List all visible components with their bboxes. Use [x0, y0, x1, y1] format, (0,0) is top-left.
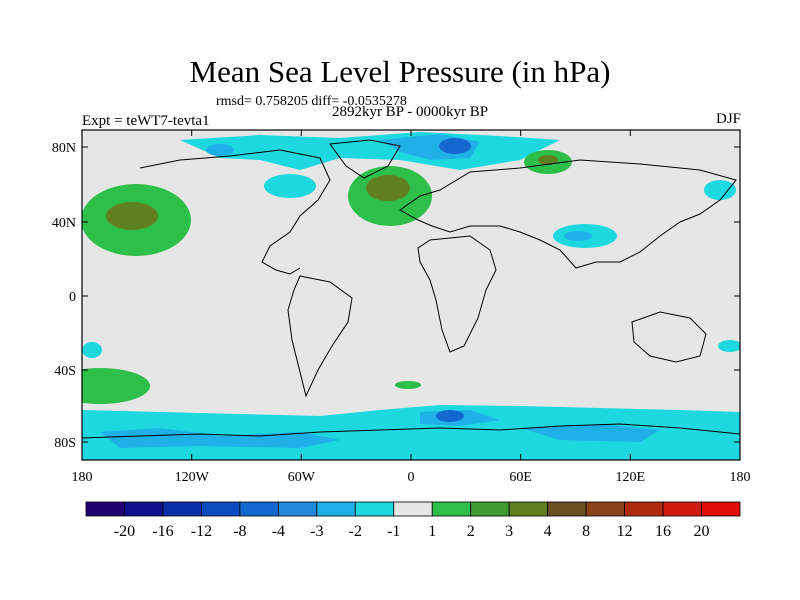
colorbar-swatch [508, 501, 549, 517]
arctic-strong-anomaly-2 [206, 144, 234, 156]
colorbar-label: -2 [349, 523, 362, 540]
colorbar-label: 20 [694, 523, 710, 540]
colorbar-swatch [124, 501, 164, 517]
southern-ocean-deep-anomaly [100, 428, 340, 448]
asia-deep-anomaly [564, 231, 592, 241]
map-title: Mean Sea Level Pressure (in hPa) [189, 54, 611, 89]
colorbar-swatch [85, 501, 125, 517]
colorbar-label: -12 [191, 523, 212, 540]
colorbar-label: 4 [544, 523, 552, 540]
map-plot-area [82, 130, 740, 460]
colorbar-label: -3 [310, 523, 323, 540]
lon-label-180e: 180 [730, 470, 751, 485]
experiment-label: Expt = teWT7-tevta1 [82, 113, 210, 129]
longitude-axis: 180 120W 60W 0 60E 120E 180 [72, 130, 751, 485]
colorbar-swatch [162, 501, 202, 517]
east-asia-small-anomaly [704, 180, 736, 200]
north-pacific-strong-anomaly [106, 202, 158, 230]
colorbar-label: -8 [233, 523, 246, 540]
colorbar-label: 8 [582, 523, 590, 540]
lon-label-120e: 120E [616, 470, 646, 485]
southern-ocean-strong-anomaly [436, 410, 464, 422]
colorbar-swatch [354, 501, 395, 517]
colorbar-swatch [393, 501, 433, 517]
south-atlantic-small-anomaly [395, 381, 421, 389]
lon-label-120w: 120W [175, 470, 210, 485]
time-period: 2892kyr BP - 0000kyr BP [331, 104, 489, 120]
lon-label-60e: 60E [509, 470, 532, 485]
eurasia-coast [399, 159, 737, 269]
lat-label-40n: 40N [52, 216, 76, 231]
arctic-strong-anomaly [439, 138, 471, 154]
north-america-coast [139, 149, 331, 275]
colorbar-swatch [585, 501, 625, 517]
southern-ocean-deep-anomaly-3 [520, 424, 660, 442]
coastlines [82, 139, 740, 439]
colorbar-label: -4 [272, 523, 285, 540]
colorbar-swatch [239, 501, 279, 517]
rmsd-diff-stats: rmsd= 0.758205 diff= -0.0535278 [216, 94, 407, 109]
colorbar-swatch [201, 501, 241, 517]
tropical-pacific-small-anomaly [82, 342, 102, 358]
colorbar-swatch [662, 501, 702, 517]
colorbar: -20 -16 -12 -8 -4 -3 -2 -1 1 2 3 4 8 12 16 20 [85, 501, 741, 540]
lat-label-80s: 80S [54, 436, 76, 451]
colorbar-swatch [431, 501, 472, 517]
season-label: DJF [715, 111, 741, 127]
colorbar-swatch [277, 501, 318, 517]
colorbar-swatch [316, 501, 356, 517]
colorbar-swatch [701, 501, 741, 517]
lat-label-40s: 40S [54, 364, 76, 379]
australia-coast [631, 311, 707, 363]
colorbar-label: 12 [617, 523, 633, 540]
colorbar-swatch [470, 501, 510, 517]
south-pacific-positive-anomaly [82, 368, 150, 404]
east-asia-small-anomaly-2 [718, 340, 740, 352]
colorbar-label: 3 [505, 523, 513, 540]
colorbar-label: -16 [152, 523, 173, 540]
colorbar-label: 16 [655, 523, 671, 540]
lat-label-80n: 80N [52, 141, 76, 156]
lon-label-60w: 60W [288, 470, 316, 485]
greenland-coast [329, 139, 401, 179]
siberia-strong-anomaly [538, 155, 558, 165]
colorbar-swatch [547, 501, 587, 517]
colorbar-label: -20 [114, 523, 135, 540]
latitude-axis: 80N 40N 0 40S 80S [52, 141, 740, 451]
antarctica-coast [82, 423, 740, 439]
colorbar-label: -1 [387, 523, 400, 540]
africa-coast [417, 235, 497, 353]
lon-label-0: 0 [408, 470, 415, 485]
colorbar-swatch [624, 501, 664, 517]
south-america-coast [287, 275, 353, 398]
colorbar-label: 2 [467, 523, 475, 540]
north-atlantic-strong-anomaly [366, 175, 410, 201]
lat-label-0: 0 [69, 290, 76, 305]
north-america-negative-anomaly [264, 174, 316, 198]
lon-label-180w: 180 [72, 470, 93, 485]
colorbar-label: 1 [428, 523, 436, 540]
